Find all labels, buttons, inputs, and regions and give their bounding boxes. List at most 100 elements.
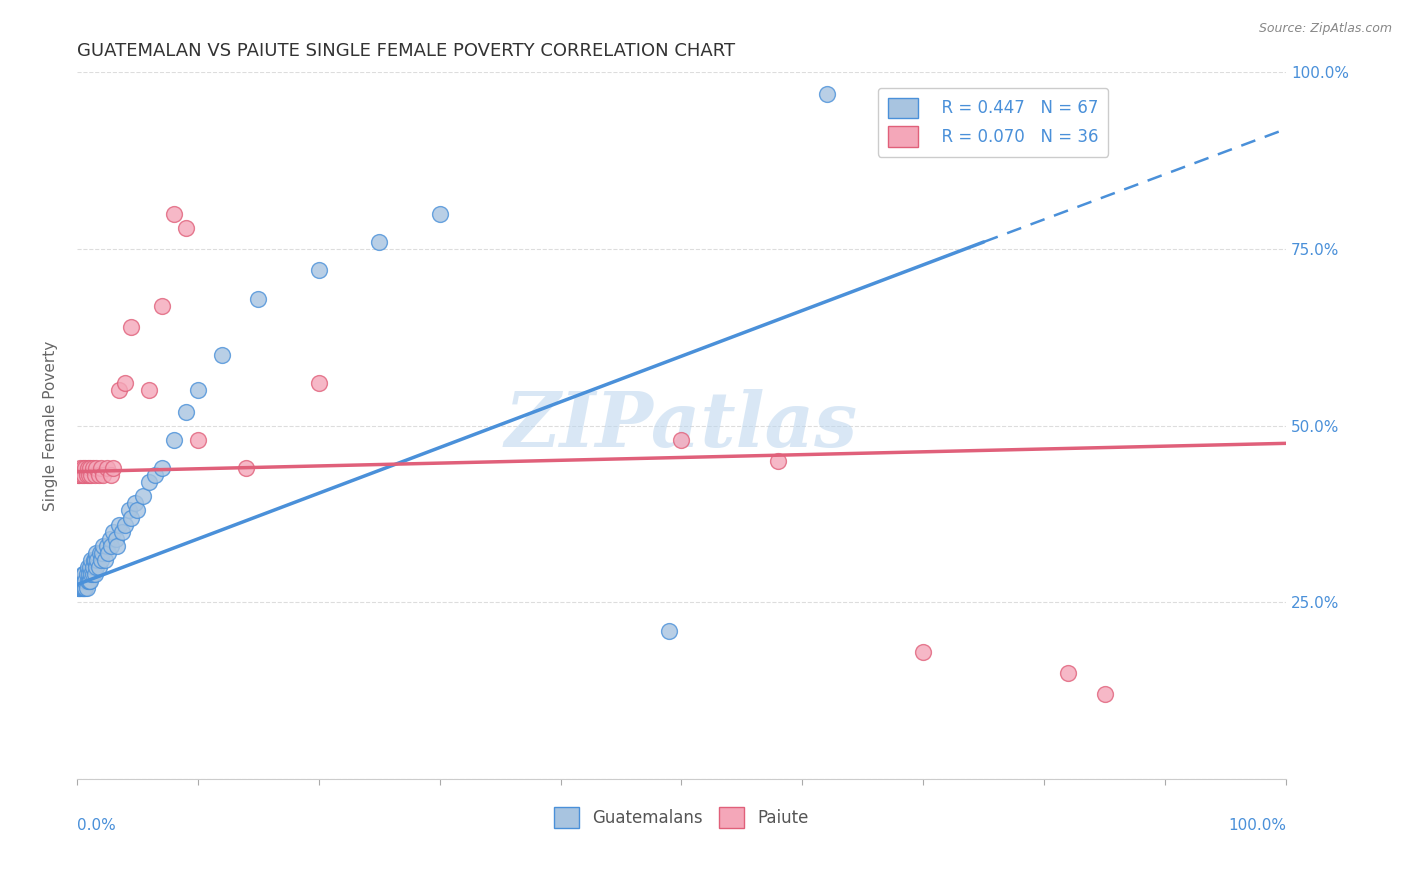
Point: [80, 468, 103, 483]
Point: [211, 348, 233, 362]
Point: [132, 489, 155, 503]
Point: [69, 574, 91, 588]
Point: [90, 553, 112, 567]
Point: [308, 376, 330, 391]
Point: [69, 461, 91, 475]
Point: [72, 581, 94, 595]
Point: [93, 468, 115, 483]
Point: [70, 581, 93, 595]
Point: [118, 503, 141, 517]
Point: [766, 454, 789, 468]
Text: GUATEMALAN VS PAIUTE SINGLE FEMALE POVERTY CORRELATION CHART: GUATEMALAN VS PAIUTE SINGLE FEMALE POVER…: [77, 42, 735, 60]
Point: [127, 503, 149, 517]
Text: 0.0%: 0.0%: [77, 818, 115, 833]
Point: [87, 560, 110, 574]
Point: [671, 433, 693, 447]
Point: [162, 433, 184, 447]
Point: [87, 468, 110, 483]
Point: [138, 475, 160, 490]
Point: [75, 461, 97, 475]
Point: [815, 87, 838, 101]
Point: [114, 376, 136, 391]
Point: [73, 574, 96, 588]
Point: [76, 567, 98, 582]
Point: [70, 574, 93, 588]
Point: [67, 581, 90, 595]
Point: [84, 546, 107, 560]
Point: [97, 546, 120, 560]
Point: [79, 461, 101, 475]
Point: [162, 207, 184, 221]
Point: [75, 574, 97, 588]
Point: [104, 532, 127, 546]
Point: [101, 461, 124, 475]
Point: [76, 581, 98, 595]
Text: 100.0%: 100.0%: [1227, 818, 1286, 833]
Point: [174, 404, 197, 418]
Point: [82, 461, 104, 475]
Point: [84, 461, 107, 475]
Point: [67, 468, 90, 483]
Point: [98, 532, 121, 546]
Point: [308, 263, 330, 277]
Point: [84, 468, 107, 483]
Point: [80, 553, 103, 567]
Point: [73, 468, 96, 483]
Point: [76, 560, 98, 574]
Point: [101, 524, 124, 539]
Point: [91, 546, 114, 560]
Point: [69, 581, 91, 595]
Point: [174, 220, 197, 235]
Point: [138, 384, 160, 398]
Point: [100, 539, 122, 553]
Text: ZIPatlas: ZIPatlas: [505, 389, 858, 463]
Point: [76, 574, 98, 588]
Y-axis label: Single Female Poverty: Single Female Poverty: [44, 341, 58, 511]
Point: [114, 517, 136, 532]
Point: [67, 581, 90, 595]
Point: [187, 433, 209, 447]
Point: [84, 553, 107, 567]
Point: [72, 567, 94, 582]
Point: [235, 461, 257, 475]
Point: [1057, 665, 1080, 680]
Point: [84, 567, 107, 582]
Point: [658, 624, 681, 638]
Point: [79, 560, 101, 574]
Point: [72, 461, 94, 475]
Point: [368, 235, 391, 249]
Point: [76, 468, 98, 483]
Point: [90, 461, 112, 475]
Point: [83, 553, 105, 567]
Legend: Guatemalans, Paiute: Guatemalans, Paiute: [547, 800, 815, 834]
Point: [108, 517, 131, 532]
Point: [75, 581, 97, 595]
Point: [76, 461, 98, 475]
Point: [77, 567, 100, 582]
Point: [108, 384, 131, 398]
Point: [145, 468, 167, 483]
Text: Source: ZipAtlas.com: Source: ZipAtlas.com: [1258, 22, 1392, 36]
Point: [120, 319, 142, 334]
Point: [150, 461, 173, 475]
Point: [96, 539, 118, 553]
Point: [73, 567, 96, 582]
Point: [93, 539, 115, 553]
Point: [82, 560, 104, 574]
Point: [150, 299, 173, 313]
Point: [912, 645, 935, 659]
Point: [67, 574, 90, 588]
Point: [86, 553, 108, 567]
Point: [187, 384, 209, 398]
Point: [96, 461, 118, 475]
Point: [93, 553, 115, 567]
Point: [73, 581, 96, 595]
Point: [429, 207, 451, 221]
Point: [89, 546, 111, 560]
Point: [100, 468, 122, 483]
Point: [120, 510, 142, 524]
Point: [70, 468, 93, 483]
Point: [105, 539, 128, 553]
Point: [84, 560, 107, 574]
Point: [247, 292, 270, 306]
